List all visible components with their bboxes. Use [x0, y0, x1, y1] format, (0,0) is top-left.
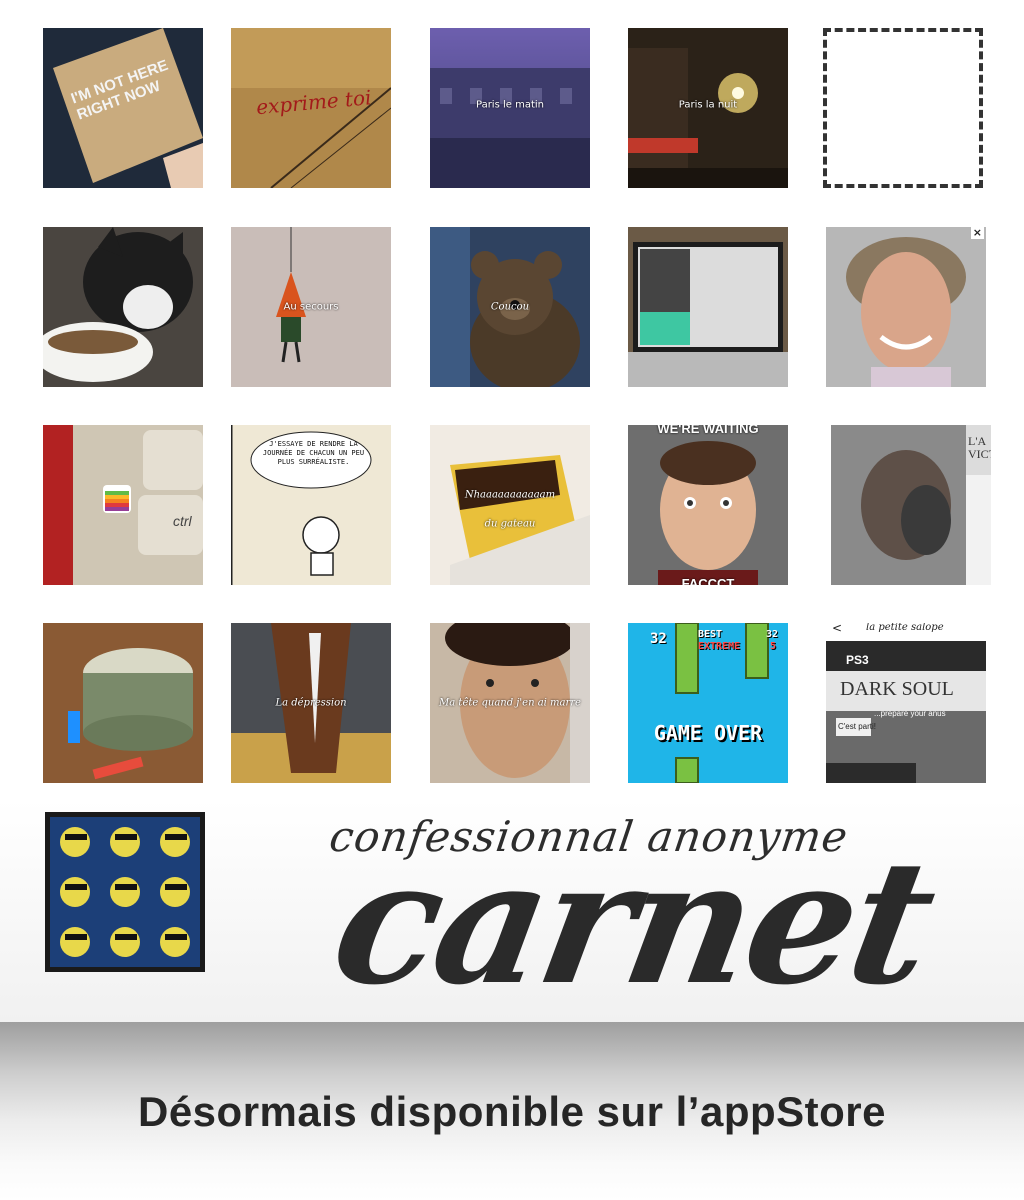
newspaper-headline: L'A VICT [968, 434, 991, 461]
footer-text: Désormais disponible sur l’appStore [137, 1088, 886, 1135]
game-over-text: GAME OVER [653, 721, 763, 745]
note-title: la petite salope [866, 623, 944, 633]
photo-caption: Nhaaaaaaaaaaam [464, 489, 556, 501]
money-roll-photo [43, 623, 203, 783]
portrait-photo: × [826, 227, 986, 387]
add-photo-placeholder[interactable] [823, 28, 983, 188]
photo-caption: Coucou [490, 301, 530, 313]
meme-top-text: WE'RE WAITING [657, 425, 759, 436]
footer-band [0, 1022, 1024, 1200]
back-button[interactable]: < [832, 623, 843, 635]
au-secours-photo: Au secours [231, 227, 391, 387]
best-score: 32 [766, 629, 779, 640]
pop-art-photo [45, 812, 205, 972]
score-text: 32 [650, 631, 667, 647]
extreme-label: EXTREME [698, 641, 741, 652]
speech-bubble-text: J'ESSAYE DE RENDRE LA JOURNÉE DE CHACUN … [262, 440, 365, 466]
horse-photo: La dépression [231, 623, 391, 783]
gateau-photo: Nhaaaaaaaaaaam du gateau [430, 425, 590, 585]
exprime-toi-photo: exprime toi [231, 28, 391, 188]
start-button[interactable]: C'est parti! [838, 722, 876, 731]
photo-caption: Au secours [283, 301, 339, 313]
meme-photo: WE'RE WAITING FACCCT [628, 425, 788, 585]
game-title: DARK SOUL [840, 678, 954, 700]
comic-photo: J'ESSAYE DE RENDRE LA JOURNÉE DE CHACUN … [231, 425, 391, 585]
laptop-photo [628, 227, 788, 387]
best-label: BEST [698, 629, 723, 640]
brand-title: carnet [320, 823, 946, 1023]
photo-caption: Ma tête quand j'en ai marre [439, 697, 581, 709]
photo-caption-2: du gateau [484, 518, 536, 530]
rank-text: 5 [770, 641, 777, 652]
photo-caption: La dépression [275, 697, 347, 709]
newspaper-photo: L'A VICT [831, 425, 991, 585]
photo-caption: Paris le matin [475, 99, 544, 111]
im-not-here-photo: I'M NOT HERE RIGHT NOW [43, 28, 203, 188]
close-icon[interactable]: × [970, 227, 984, 239]
flappy-bird-photo: 32 BEST EXTREME 32 5 GAME OVER [628, 623, 788, 783]
dark-souls-photo: < la petite salope PS3 DARK SOUL C'est p… [826, 623, 986, 783]
coucou-photo: Coucou [430, 227, 590, 387]
ctrl-key: ctrl [173, 513, 192, 529]
selfie-photo: Ma tête quand j'en ai marre [430, 623, 590, 783]
note-line: ...prepare your anus [874, 709, 946, 718]
apple-keyboard-photo: ctrl [43, 425, 203, 585]
paris-le-matin-photo: Paris le matin [430, 28, 590, 188]
meme-bottom-text: FACCCT [681, 576, 735, 585]
paris-la-nuit-photo: Paris la nuit [628, 28, 788, 188]
cat-photo [43, 227, 203, 387]
platform-label: PS3 [846, 653, 869, 667]
photo-caption: Paris la nuit [678, 99, 738, 111]
